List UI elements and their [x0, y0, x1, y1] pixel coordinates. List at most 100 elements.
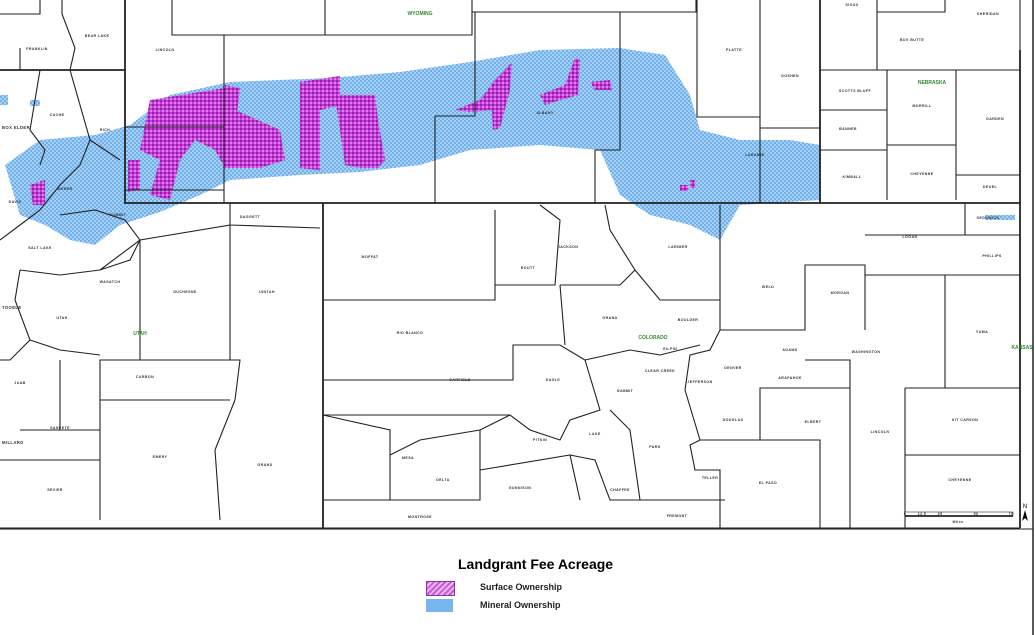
county-label: ADAMS — [782, 348, 797, 352]
county-label: SHERIDAN — [977, 12, 999, 16]
county-label: DAGGETT — [240, 215, 261, 219]
county-label: ELBERT — [805, 420, 822, 424]
scale-bar: 0 12.5 25 50 75 Miles — [904, 511, 1014, 524]
county-label: WELD — [762, 285, 774, 289]
county-label: BEAR LAKE — [85, 34, 110, 38]
county-label: YUMA — [976, 330, 988, 334]
surface-ownership-swatch — [426, 581, 455, 596]
legend-title: Landgrant Fee Acreage — [458, 556, 614, 572]
county-label: SUMMIT — [617, 389, 634, 393]
county-label: SUMMIT — [110, 213, 127, 217]
county-label: SEVIER — [47, 488, 63, 492]
county-label: MILLARD — [2, 440, 24, 445]
surface-ownership-area — [30, 58, 695, 205]
county-label: DELTA — [436, 478, 449, 482]
county-label: LINCOLN — [871, 430, 890, 434]
county-label: ALBANY — [536, 111, 554, 115]
county-label: MESA — [402, 456, 414, 460]
county-label: CLEAR CREEK — [645, 369, 675, 373]
county-label: TOOELE — [2, 305, 22, 310]
county-label: CHEYENNE — [948, 478, 971, 482]
county-label: BOX BUTTE — [900, 38, 925, 42]
state-label-kansas: KANSAS — [1011, 345, 1033, 351]
county-label: DOUGLAS — [723, 418, 744, 422]
county-label: DENVER — [724, 366, 741, 370]
county-label: WASATCH — [100, 280, 121, 284]
county-label: FREMONT — [667, 514, 688, 518]
county-label: FRANKLIN — [26, 47, 48, 51]
county-label: PLATTE — [726, 48, 742, 52]
county-label: GILPIN — [663, 347, 677, 351]
county-label: SIOUX — [845, 3, 858, 7]
county-label: ROUTT — [521, 266, 536, 270]
county-label: LAKE — [589, 432, 601, 436]
state-label-wyoming: WYOMING — [408, 11, 433, 17]
mineral-ownership-label: Mineral Ownership — [480, 600, 561, 610]
county-labels: FRANKLIN BEAR LAKE LINCOLN CACHE BOX ELD… — [2, 3, 1004, 519]
county-label: LARAMIE — [745, 153, 764, 157]
county-label: KIT CARSON — [952, 418, 978, 422]
county-label: JEFFERSON — [687, 380, 712, 384]
county-label: KIMBALL — [843, 175, 862, 179]
state-label-utah: UTAH — [133, 331, 147, 337]
county-label: LARIMER — [668, 245, 687, 249]
county-label: PARK — [649, 445, 661, 449]
state-label-colorado: COLORADO — [638, 335, 667, 341]
county-label: DEUEL — [983, 185, 998, 189]
scale-tick: 50 — [974, 512, 979, 516]
county-label: MOFFAT — [362, 255, 379, 259]
county-label: GUNNISON — [509, 486, 532, 490]
county-label: CACHE — [50, 113, 65, 117]
county-label: LOGAN — [903, 235, 918, 239]
county-label: GOSHEN — [781, 74, 799, 78]
county-label: SALT LAKE — [28, 246, 52, 250]
county-boundaries — [0, 0, 1021, 529]
county-label: TELLER — [702, 476, 718, 480]
county-label: GRAND — [257, 463, 272, 467]
north-arrow-icon: N — [1022, 504, 1028, 521]
county-label: EL PASO — [759, 481, 777, 485]
county-label: GARFIELD — [449, 378, 471, 382]
scale-tick: 25 — [938, 512, 943, 516]
state-labels: WYOMING NEBRASKA UTAH COLORADO KANSAS — [133, 11, 1033, 351]
county-label: GARDEN — [986, 117, 1004, 121]
county-label: WASHINGTON — [852, 350, 881, 354]
county-label: MORRILL — [912, 104, 932, 108]
state-boundaries — [0, 0, 1021, 528]
scale-tick: 12.5 — [918, 512, 927, 516]
county-label: DAVIS — [9, 200, 22, 204]
county-label: CHEYENNE — [910, 172, 933, 176]
county-label: PITKIN — [533, 438, 547, 442]
county-label: RIO BLANCO — [397, 331, 424, 335]
county-label: EAGLE — [546, 378, 561, 382]
county-label: CHAFFEE — [610, 488, 630, 492]
county-label: JACKSON — [558, 245, 578, 249]
surface-ownership-label: Surface Ownership — [480, 582, 563, 592]
county-label: UTAH — [56, 316, 67, 320]
county-label: BOX ELDER — [2, 125, 30, 130]
county-label: RICH — [100, 128, 110, 132]
county-label: UINTAH — [259, 290, 275, 294]
scale-tick: 0 — [904, 512, 906, 516]
county-label: GRAND — [602, 316, 617, 320]
county-label: BANNER — [839, 127, 857, 131]
scale-unit: Miles — [953, 520, 964, 524]
county-label: PHILLIPS — [982, 254, 1002, 258]
county-label: SEDGWICK — [977, 216, 1000, 220]
county-label: ARAPAHOE — [778, 376, 802, 380]
county-label: JUAB — [14, 381, 25, 385]
county-label: SCOTTS BLUFF — [839, 89, 872, 93]
county-label: MORGAN — [831, 291, 850, 295]
county-label: WEBER — [57, 187, 72, 191]
county-label: LINCOLN — [156, 48, 175, 52]
scale-tick: 75 — [1009, 512, 1014, 516]
county-label: BOULDER — [678, 318, 699, 322]
state-label-nebraska: NEBRASKA — [918, 80, 947, 86]
county-label: SANPETE — [50, 426, 70, 430]
county-label: DUCHESNE — [173, 290, 197, 294]
north-label: N — [1023, 504, 1027, 510]
county-label: EMERY — [153, 455, 168, 459]
mineral-ownership-swatch — [426, 599, 453, 612]
county-label: MONTROSE — [408, 515, 432, 519]
